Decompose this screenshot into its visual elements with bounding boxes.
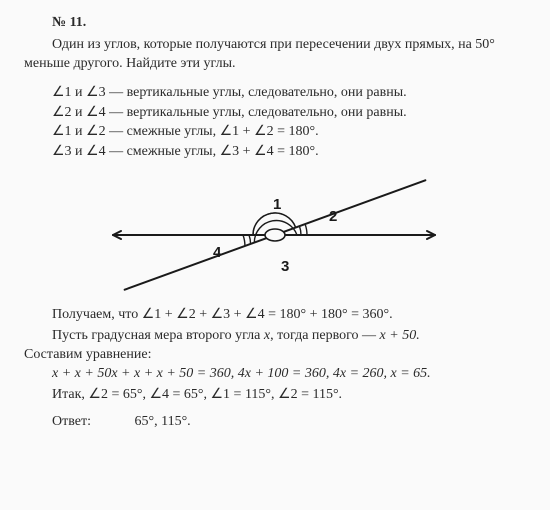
svg-text:3: 3	[281, 258, 289, 275]
svg-text:4: 4	[213, 244, 222, 261]
let-line: Пусть градусная мера второго угла x, тог…	[24, 327, 526, 346]
equation-line: x + x + 50x + x + x + 50 = 360, 4x + 100…	[24, 365, 526, 384]
sum-line: Получаем, что ∠1 + ∠2 + ∠3 + ∠4 = 180° +…	[24, 306, 526, 325]
var-x50: x + 50.	[380, 328, 420, 343]
problem-text: Один из углов, которые получаются при пе…	[24, 36, 526, 74]
angle-diagram: 1 2 3 4	[105, 170, 445, 300]
answer-label: Ответ:	[52, 414, 91, 429]
statement-4: ∠3 и ∠4 — смежные углы, ∠3 + ∠4 = 180°.	[24, 143, 526, 162]
result-line: Итак, ∠2 = 65°, ∠4 = 65°, ∠1 = 115°, ∠2 …	[24, 386, 526, 405]
statement-2: ∠2 и ∠4 — вертикальные углы, следователь…	[24, 104, 526, 123]
svg-text:2: 2	[329, 208, 337, 225]
svg-text:1: 1	[273, 196, 281, 213]
let-text-b: , тогда первого —	[270, 328, 379, 343]
problem-number: № 11.	[24, 14, 526, 33]
let-text-a: Пусть градусная мера второго угла	[52, 328, 264, 343]
answer-row: Ответ: 65°, 115°.	[24, 413, 526, 432]
statement-1: ∠1 и ∠3 — вертикальные углы, следователь…	[24, 84, 526, 103]
compose-line: Составим уравнение:	[24, 346, 526, 365]
statement-3: ∠1 и ∠2 — смежные углы, ∠1 + ∠2 = 180°.	[24, 123, 526, 142]
answer-value: 65°, 115°.	[134, 414, 190, 429]
